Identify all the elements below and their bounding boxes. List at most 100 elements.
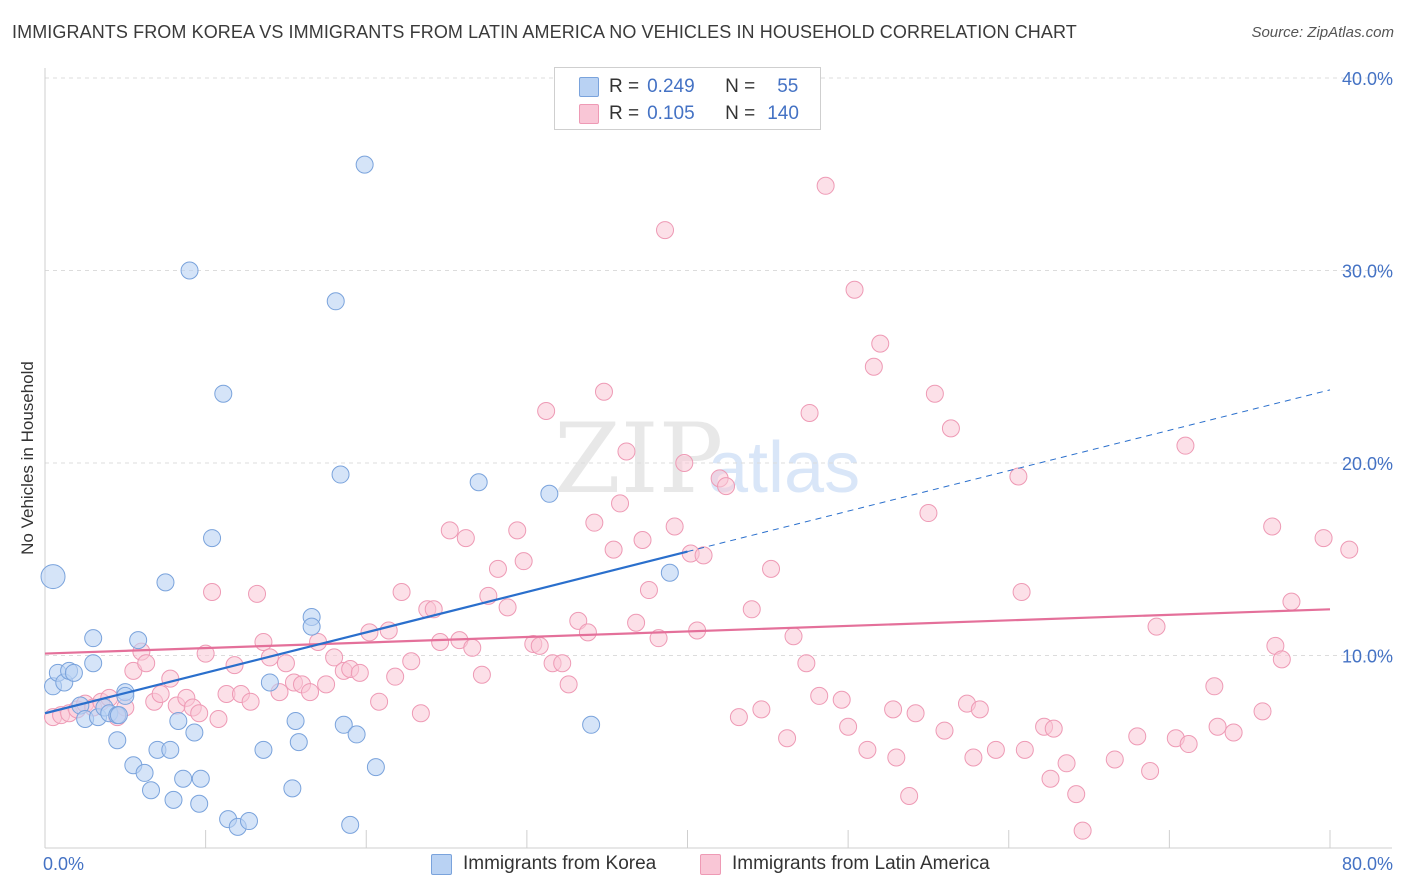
korea-point	[469, 473, 488, 492]
korea-point	[331, 465, 350, 484]
korea-point	[64, 663, 83, 682]
korea-point	[660, 563, 679, 582]
latin-america-point	[276, 654, 295, 673]
legend-item-latin: Immigrants from Latin America	[700, 851, 990, 877]
latin-america-point	[137, 654, 156, 673]
latin-america-point	[1176, 436, 1195, 455]
y-axis-label: No Vehicles in Household	[18, 361, 37, 555]
korea-point	[129, 631, 148, 650]
latin-america-point	[665, 517, 684, 536]
latin-america-point	[241, 692, 260, 711]
korea-point	[135, 763, 154, 782]
latin-america-point	[925, 384, 944, 403]
legend-item-korea: Immigrants from Korea	[431, 851, 656, 877]
korea-point	[286, 711, 305, 730]
latin-america-point	[1147, 617, 1166, 636]
legend-korea-swatch	[431, 853, 452, 875]
latin-america-point	[325, 648, 344, 667]
latin-america-point	[578, 623, 597, 642]
source-note: Source: ZipAtlas.com	[1251, 24, 1394, 41]
latin-america-point	[986, 740, 1005, 759]
latin-america-point	[694, 546, 713, 565]
korea-point	[203, 529, 222, 548]
latin-america-point	[248, 584, 267, 603]
latin-america-point	[816, 176, 835, 195]
latin-america-point	[717, 477, 736, 496]
korea-point	[180, 261, 199, 280]
latin-america-point	[1253, 702, 1272, 721]
latin-america-point	[402, 652, 421, 671]
latin-america-point	[196, 644, 215, 663]
korea-point	[84, 629, 103, 648]
latin-america-point	[935, 721, 954, 740]
korea-point	[347, 725, 366, 744]
latin-america-point	[1015, 740, 1034, 759]
korea-point	[254, 740, 273, 759]
latin-america-point	[649, 629, 668, 648]
korea-point	[108, 731, 127, 750]
legend-row-korea: R = 0.249 N = 55	[579, 74, 798, 100]
latin-america-point	[1179, 735, 1198, 754]
korea-swatch	[579, 77, 599, 97]
korea-n-value: 55	[777, 76, 799, 97]
latin-r-label: R =	[609, 103, 640, 124]
latin-america-point	[845, 280, 864, 299]
legend-latin-label: Immigrants from Latin America	[732, 853, 990, 874]
latin-america-point	[604, 540, 623, 559]
latin-america-point	[839, 717, 858, 736]
legend-korea-label: Immigrants from Korea	[463, 853, 657, 874]
korea-point	[109, 706, 128, 725]
latin-america-point	[617, 442, 636, 461]
watermark-atlas: atlas	[708, 428, 860, 508]
x-tick-label-min: 0.0%	[43, 854, 84, 874]
latin-america-point	[858, 740, 877, 759]
korea-point	[341, 815, 360, 834]
latin-america-point	[594, 382, 613, 401]
korea-point	[366, 758, 385, 777]
latin-america-point	[317, 675, 336, 694]
korea-point	[191, 769, 210, 788]
latin-america-point	[553, 654, 572, 673]
latin-america-point	[472, 665, 491, 684]
korea-point	[260, 673, 279, 692]
trend-lines	[44, 389, 1331, 715]
latin-america-point	[800, 403, 819, 422]
latin-america-point	[585, 513, 604, 532]
latin-america-point	[762, 559, 781, 578]
latin-america-point	[456, 529, 475, 548]
latin-america-point	[656, 221, 675, 240]
latin-america-point	[906, 704, 925, 723]
latin-america-point	[1067, 785, 1086, 804]
watermark-zip: ZIP	[554, 403, 723, 515]
latin-america-point	[784, 627, 803, 646]
korea-point	[169, 711, 188, 730]
y-tick-label: 30.0%	[1342, 262, 1393, 282]
y-tick-label: 10.0%	[1342, 647, 1393, 667]
latin-america-point	[1105, 750, 1124, 769]
latin-america-point	[301, 683, 320, 702]
latin-america-point	[463, 638, 482, 657]
latin-america-point	[797, 654, 816, 673]
latin-america-point	[1009, 467, 1028, 486]
latin-america-point	[254, 633, 273, 652]
latin-america-point	[386, 667, 405, 686]
latin-swatch	[579, 104, 599, 124]
latin-america-point	[1044, 719, 1063, 738]
korea-point	[142, 781, 161, 800]
chart-title: IMMIGRANTS FROM KOREA VS IMMIGRANTS FROM…	[12, 22, 1077, 42]
latin-america-point	[569, 611, 588, 630]
korea-trend-extension	[687, 389, 1331, 553]
latin-america-point	[675, 454, 694, 472]
latin-america-point	[1141, 762, 1160, 780]
latin-america-point	[810, 686, 829, 705]
latin-america-point	[778, 729, 797, 748]
latin-america-point	[488, 559, 507, 578]
latin-america-point	[1263, 517, 1282, 536]
korea-point	[582, 715, 601, 734]
latin-america-point	[350, 663, 369, 682]
latin-america-point	[1224, 723, 1243, 742]
latin-america-point	[832, 690, 851, 709]
y-tick-label: 40.0%	[1342, 69, 1393, 89]
latin-america-point	[900, 787, 919, 806]
